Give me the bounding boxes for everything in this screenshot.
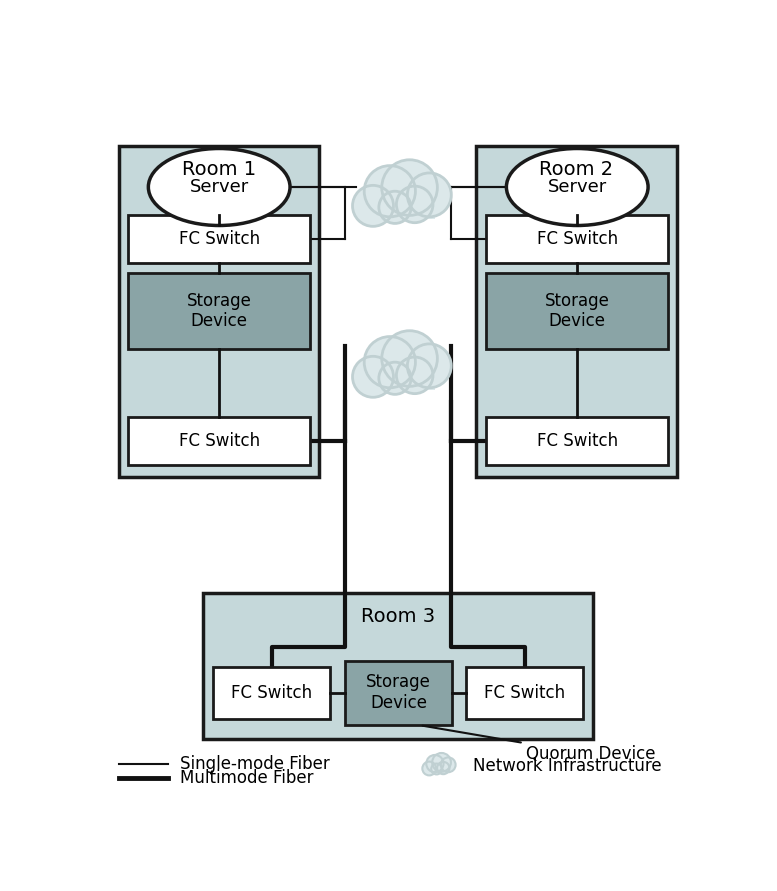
Bar xyxy=(128,417,310,465)
Bar xyxy=(203,593,594,740)
Text: Server: Server xyxy=(548,178,607,196)
Bar xyxy=(128,216,310,263)
Text: FC Switch: FC Switch xyxy=(537,231,618,249)
Bar xyxy=(346,660,451,725)
FancyBboxPatch shape xyxy=(362,199,435,219)
Circle shape xyxy=(432,753,451,772)
Text: Network Infrastructure: Network Infrastructure xyxy=(472,757,661,775)
Circle shape xyxy=(382,331,437,387)
Text: FC Switch: FC Switch xyxy=(231,684,312,702)
Bar xyxy=(486,274,668,348)
Bar xyxy=(119,146,319,478)
Circle shape xyxy=(396,186,433,223)
Text: FC Switch: FC Switch xyxy=(537,432,618,450)
Bar xyxy=(476,146,677,478)
Circle shape xyxy=(353,356,393,397)
Text: FC Switch: FC Switch xyxy=(179,231,260,249)
Bar xyxy=(128,274,310,348)
Bar xyxy=(486,216,668,263)
Circle shape xyxy=(441,757,455,772)
Text: FC Switch: FC Switch xyxy=(484,684,566,702)
Bar xyxy=(486,417,668,465)
Bar xyxy=(466,666,584,719)
Bar xyxy=(213,666,330,719)
Circle shape xyxy=(353,185,393,226)
Text: Room 1: Room 1 xyxy=(182,160,256,179)
Text: Single-mode Fiber: Single-mode Fiber xyxy=(180,755,329,772)
Circle shape xyxy=(364,166,416,217)
Circle shape xyxy=(382,159,437,216)
Text: Storage
Device: Storage Device xyxy=(186,291,252,331)
Circle shape xyxy=(437,762,449,774)
Circle shape xyxy=(423,762,436,775)
Circle shape xyxy=(379,362,411,395)
Text: FC Switch: FC Switch xyxy=(179,432,260,450)
Text: Storage
Device: Storage Device xyxy=(366,674,431,712)
Text: Quorum Device: Quorum Device xyxy=(423,725,656,764)
Circle shape xyxy=(431,764,442,774)
Text: Server: Server xyxy=(190,178,249,196)
FancyBboxPatch shape xyxy=(362,370,435,390)
Circle shape xyxy=(407,173,451,217)
Circle shape xyxy=(396,357,433,394)
Circle shape xyxy=(379,192,411,224)
Ellipse shape xyxy=(507,149,648,225)
FancyBboxPatch shape xyxy=(426,766,450,772)
Ellipse shape xyxy=(148,149,290,225)
Text: Room 3: Room 3 xyxy=(361,607,435,625)
Circle shape xyxy=(427,755,444,772)
Text: Room 2: Room 2 xyxy=(539,160,614,179)
Text: Multimode Fiber: Multimode Fiber xyxy=(180,769,313,787)
Circle shape xyxy=(364,337,416,388)
Circle shape xyxy=(407,344,451,388)
Text: Storage
Device: Storage Device xyxy=(545,291,610,331)
